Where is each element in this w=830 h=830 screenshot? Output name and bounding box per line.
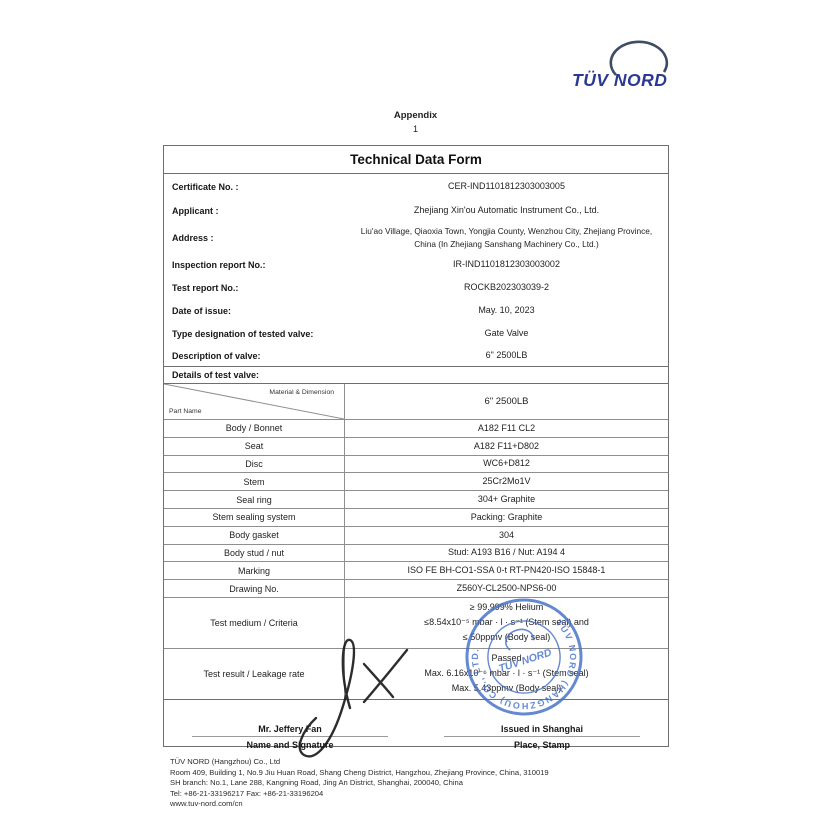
table-row: Stem sealing system Packing: Graphite [164, 508, 668, 527]
part-value-cell: ISO FE BH-CO1-SSA 0-t RT-PN420-ISO 15848… [407, 565, 606, 576]
part-name-cell: Body gasket [164, 526, 345, 544]
test-medium-row: Test medium / Criteria ≥ 99.999% Helium … [164, 597, 668, 649]
diagonal-line [164, 384, 344, 419]
field-label: Date of issue: [172, 305, 232, 316]
parts-table: Material & Dimension Part Name 6" 2500LB… [164, 384, 668, 700]
appendix-number: 1 [412, 124, 418, 134]
part-name-cell: Drawing No. [164, 580, 345, 597]
info-row-certificate: Certificate No. : CER-IND110181230300300… [164, 174, 668, 199]
appendix-label: Appendix [393, 110, 438, 121]
footer-line: Room 409, Building 1, No.9 Jiu Huan Road… [170, 767, 549, 777]
table-row: Body / Bonnet A182 F11 CL2 [164, 420, 668, 438]
signature-left-column: Mr. Jeffery Fan Name and Signature [164, 700, 416, 757]
table-row: Stem 25Cr2Mo1V [164, 473, 668, 492]
footer-address-block: TÜV NORD (Hangzhou) Co., Ltd Room 409, B… [170, 757, 690, 810]
tuv-nord-logo: TÜV NORD [570, 32, 685, 94]
field-value: IR-IND1101812303003002 [453, 258, 560, 269]
signature-right-column: Issued in Shanghai Place, Stamp [416, 700, 668, 757]
field-value: Zhejiang Xin'ou Automatic Instrument Co.… [413, 204, 600, 215]
issue-place: Issued in Shanghai [500, 723, 583, 734]
form-title: Technical Data Form [164, 146, 668, 174]
part-name-cell: Stem sealing system [164, 508, 345, 526]
diagonal-header-cell: Material & Dimension Part Name [164, 384, 345, 419]
details-heading: Details of test valve: [164, 366, 668, 384]
info-row-inspection-report: Inspection report No.: IR-IND11018123030… [164, 253, 668, 276]
field-label: Type designation of tested valve: [172, 328, 314, 339]
signature-area: Mr. Jeffery Fan Name and Signature Issue… [164, 700, 668, 757]
table-row: Disc WC6+D812 [164, 455, 668, 474]
part-name-cell: Stem [164, 473, 345, 491]
field-label: Test report No.: [172, 282, 239, 293]
part-value-cell: A182 F11 CL2 [477, 422, 536, 433]
table-row: Seat A182 F11+D802 [164, 437, 668, 456]
field-label: Address : [172, 232, 214, 243]
footer-line: Tel: +86-21-33196217 Fax: +86-21-3319620… [170, 788, 324, 798]
stamp-caption: Place, Stamp [513, 739, 571, 750]
part-value-cell: 304+ Graphite [477, 494, 536, 505]
field-label: Applicant : [172, 205, 219, 216]
info-row-test-report: Test report No.: ROCKB202303039-2 [164, 276, 668, 299]
part-value-cell: WC6+D812 [483, 458, 530, 469]
header-size-value: 6" 2500LB [484, 396, 529, 407]
test-medium-line: ≥ 99.999% Helium [469, 602, 544, 613]
info-row-address: Address : Liu'ao Village, Qiaoxia Town, … [164, 222, 668, 253]
test-result-line: Max. 6.16x10⁻⁶ mbar · l · s⁻¹ (Stem seal… [424, 668, 589, 679]
info-row-type-designation: Type designation of tested valve: Gate V… [164, 322, 668, 345]
field-value: Liu'ao Village, Qiaoxia Town, Yongjia Co… [360, 226, 653, 249]
header-part-name: Part Name [169, 408, 202, 415]
part-name-cell: Disc [164, 455, 345, 473]
part-name-cell: Seal ring [164, 491, 345, 508]
part-name-cell: Body stud / nut [164, 544, 345, 562]
field-label: Inspection report No.: [172, 259, 266, 270]
footer-line: SH branch: No.1, Lane 288, Kangning Road… [170, 778, 463, 787]
info-row-description: Description of valve: 6" 2500LB [164, 345, 668, 366]
signature-line [191, 735, 389, 737]
table-row: Body stud / nut Stud: A193 B16 / Nut: A1… [164, 544, 668, 563]
part-value-cell: A182 F11+D802 [473, 440, 540, 451]
field-value: CER-IND1101812303003005 [448, 180, 565, 191]
field-value: 6" 2500LB [485, 349, 528, 360]
logo-swoosh-icon [609, 40, 669, 76]
part-value-cell: Z560Y-CL2500-NPS6-00 [456, 583, 557, 594]
info-row-date-of-issue: Date of issue: May. 10, 2023 [164, 299, 668, 322]
test-medium-label: Test medium / Criteria [164, 597, 345, 648]
signature-caption: Name and Signature [246, 739, 334, 750]
field-label: Description of valve: [172, 350, 261, 361]
table-row: Drawing No. Z560Y-CL2500-NPS6-00 [164, 580, 668, 598]
part-value-cell: Packing: Graphite [470, 511, 543, 522]
signer-name: Mr. Jeffery Fan [258, 723, 322, 734]
test-result-row: Test result / Leakage rate Passed Max. 6… [164, 648, 668, 700]
field-value: May. 10, 2023 [478, 304, 535, 315]
footer-line: TÜV NORD (Hangzhou) Co., Ltd [170, 757, 281, 766]
test-result-line: Passed [491, 653, 522, 664]
test-result-label: Test result / Leakage rate [164, 648, 345, 699]
header-material-dimension: Material & Dimension [269, 389, 334, 396]
technical-data-form: Technical Data Form Certificate No. : CE… [163, 145, 669, 750]
appendix-heading: Appendix 1 [163, 110, 668, 134]
footer-website: www.tuv-nord.com/cn [170, 799, 243, 808]
logo-text: TÜV NORD [572, 70, 667, 90]
tuv-nord-logo-graphic: TÜV NORD [572, 40, 669, 90]
parts-table-header-row: Material & Dimension Part Name 6" 2500LB [164, 384, 668, 420]
part-value-cell: Stud: A193 B16 / Nut: A194 4 [447, 547, 566, 558]
table-row: Body gasket 304 [164, 526, 668, 545]
signature-line [443, 735, 641, 737]
part-name-cell: Marking [164, 562, 345, 580]
table-row: Seal ring 304+ Graphite [164, 491, 668, 509]
table-row: Marking ISO FE BH-CO1-SSA 0-t RT-PN420-I… [164, 562, 668, 581]
info-row-applicant: Applicant : Zhejiang Xin'ou Automatic In… [164, 199, 668, 222]
field-label: Certificate No. : [172, 181, 239, 192]
field-value: Gate Valve [484, 327, 529, 338]
field-value: ROCKB202303039-2 [463, 281, 550, 292]
test-result-line: Max. 5.43ppmv (Body seal) [451, 683, 562, 694]
part-name-cell: Body / Bonnet [164, 420, 345, 437]
part-value-cell: 25Cr2Mo1V [482, 476, 531, 487]
test-medium-line: ≤ 50ppmv (Body seal) [462, 632, 551, 643]
part-value-cell: 304 [498, 529, 515, 540]
part-name-cell: Seat [164, 437, 345, 455]
test-medium-line: ≤8.54x10⁻⁵ mbar · l · s⁻¹ (Stem seal) an… [424, 617, 589, 628]
